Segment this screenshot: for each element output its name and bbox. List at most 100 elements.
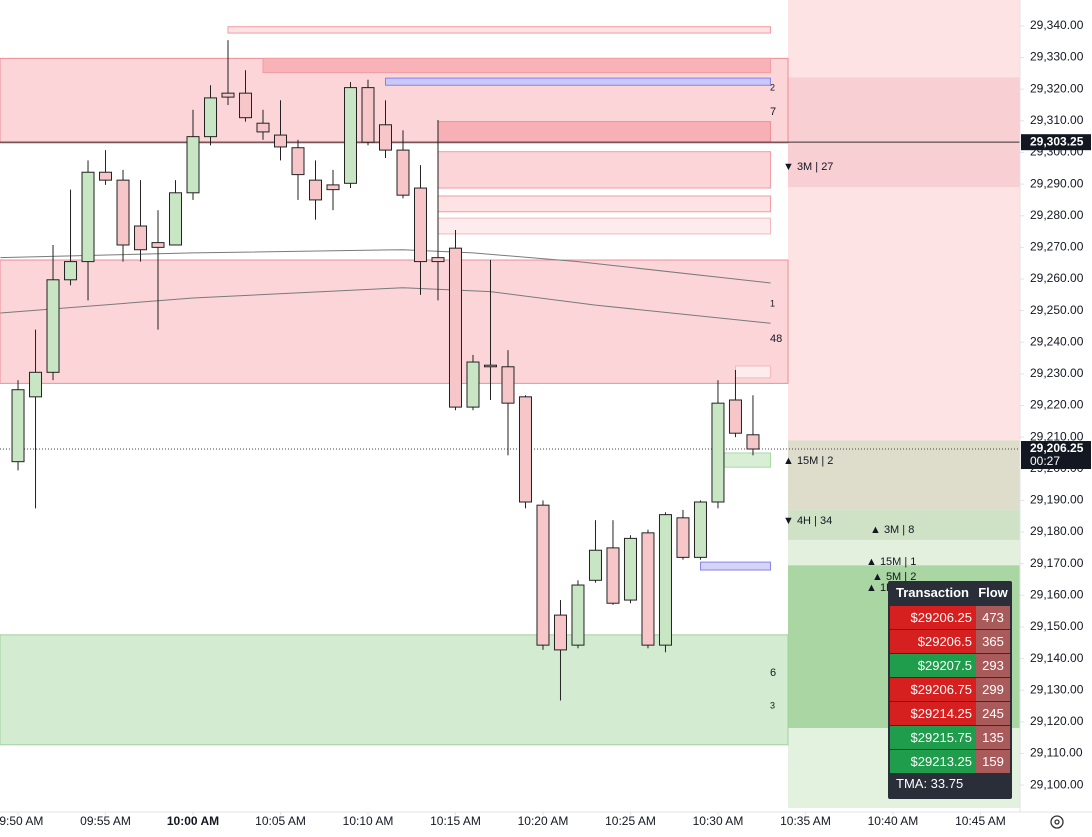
candle-body bbox=[571, 584, 585, 646]
countdown-label: 00:27 bbox=[1030, 454, 1060, 468]
candle-body bbox=[239, 92, 253, 119]
table-row: $29206.25 473 bbox=[888, 605, 1012, 629]
price-cell: $29206.5 bbox=[890, 629, 976, 653]
annotation: 1 bbox=[770, 298, 775, 308]
price-cell: $29206.75 bbox=[890, 677, 976, 701]
candle-body bbox=[413, 187, 427, 263]
zone-box bbox=[227, 26, 771, 34]
x-tick-label: 10:35 AM bbox=[780, 814, 831, 828]
candle-body bbox=[81, 171, 95, 263]
table-row: $29206.5 365 bbox=[888, 629, 1012, 653]
y-tick-label: 29,330.00 bbox=[1030, 50, 1084, 64]
candle-body bbox=[658, 514, 672, 646]
zone-box bbox=[717, 452, 771, 468]
y-tick-label: 29,230.00 bbox=[1030, 366, 1084, 380]
y-tick-label: 29,210.00 bbox=[1030, 429, 1084, 443]
candle-body bbox=[274, 134, 288, 148]
y-tick-label: 29,340.00 bbox=[1030, 18, 1084, 32]
candle-body bbox=[588, 549, 602, 581]
candle-body bbox=[361, 87, 375, 143]
x-tick-label: 10:25 AM bbox=[605, 814, 656, 828]
annotation: ▲ 15M | 2 bbox=[783, 455, 833, 467]
price-line-label: 29,303.25 bbox=[1030, 134, 1084, 148]
tma-label: TMA: 33.75 bbox=[896, 776, 964, 791]
x-tick-label: 10:20 AM bbox=[518, 814, 569, 828]
x-tick-label: 10:00 AM bbox=[167, 814, 219, 828]
candle-body bbox=[46, 279, 60, 373]
y-tick-label: 29,160.00 bbox=[1030, 587, 1084, 601]
profile-zone bbox=[788, 187, 1020, 441]
annotation: ▲ 1H bbox=[866, 582, 894, 594]
flow-cell: 245 bbox=[976, 701, 1010, 725]
candle-body bbox=[448, 247, 462, 408]
x-tick-label: 10:45 AM bbox=[955, 814, 1006, 828]
x-tick-label: 09:50 AM bbox=[0, 814, 43, 828]
zone-box bbox=[384, 77, 771, 86]
y-tick-label: 29,270.00 bbox=[1030, 240, 1084, 254]
table-body: $29206.25 473 $29206.5 365 $29207.5 293 $29206… bbox=[888, 605, 1012, 773]
price-line-badge bbox=[1021, 134, 1091, 151]
zone-box bbox=[437, 121, 771, 144]
flow-cell: 365 bbox=[976, 629, 1010, 653]
candle-body bbox=[431, 257, 445, 263]
zone-box bbox=[699, 561, 771, 571]
y-tick-label: 29,140.00 bbox=[1030, 651, 1084, 665]
zone-band bbox=[0, 259, 789, 384]
header-cell: Flow bbox=[978, 585, 1008, 600]
candle-body bbox=[64, 261, 78, 281]
price-cell: $29215.75 bbox=[890, 725, 976, 749]
candle-body bbox=[221, 92, 235, 98]
annotation: ▼ 4H | 34 bbox=[783, 515, 832, 527]
table-row: $29215.75 135 bbox=[888, 725, 1012, 749]
candle-body bbox=[693, 501, 707, 558]
settings-icon[interactable] bbox=[1050, 815, 1064, 829]
candle-body bbox=[378, 124, 392, 151]
annotation: ▲ 5M | 2 bbox=[872, 571, 916, 583]
y-tick-label: 29,290.00 bbox=[1030, 176, 1084, 190]
table-row: $29206.75 299 bbox=[888, 677, 1012, 701]
current-price-label: 29,206.25 bbox=[1030, 441, 1084, 455]
flow-cell: 159 bbox=[976, 749, 1010, 773]
y-tick-label: 29,310.00 bbox=[1030, 113, 1084, 127]
transaction-flow-table: Transaction Flow $29206.25 473 $29206.5 365… bbox=[888, 581, 1012, 799]
table-row: $29207.5 293 bbox=[888, 653, 1012, 677]
profile-zone bbox=[788, 539, 1020, 566]
candle-body bbox=[11, 389, 25, 463]
y-tick-label: 29,250.00 bbox=[1030, 303, 1084, 317]
zone-band bbox=[0, 634, 789, 746]
zone-box bbox=[734, 365, 771, 379]
x-tick-label: 10:10 AM bbox=[343, 814, 394, 828]
candle-body bbox=[29, 371, 43, 398]
y-tick-label: 29,260.00 bbox=[1030, 271, 1084, 285]
x-tick-label: 10:40 AM bbox=[868, 814, 919, 828]
candle-body bbox=[151, 242, 165, 248]
candle-body bbox=[326, 184, 340, 191]
candle-body bbox=[536, 504, 550, 646]
y-tick-label: 29,190.00 bbox=[1030, 493, 1084, 507]
candle-body bbox=[343, 87, 357, 184]
price-cell: $29206.25 bbox=[890, 605, 976, 629]
flow-cell: 135 bbox=[976, 725, 1010, 749]
x-tick-label: 09:55 AM bbox=[80, 814, 131, 828]
settings-hub bbox=[1054, 819, 1060, 825]
annotation: 3 bbox=[770, 700, 775, 710]
price-cell: $29213.25 bbox=[890, 749, 976, 773]
annotation: ▼ 3M | 27 bbox=[783, 161, 833, 173]
flow-cell: 293 bbox=[976, 653, 1010, 677]
candle-body bbox=[186, 136, 200, 194]
y-tick-label: 29,130.00 bbox=[1030, 682, 1084, 696]
candle-body bbox=[134, 225, 148, 251]
candle-body bbox=[116, 179, 130, 246]
y-tick-label: 29,110.00 bbox=[1030, 746, 1083, 760]
annotation: ▲ 15M | 1 bbox=[866, 556, 916, 568]
y-tick-label: 29,280.00 bbox=[1030, 208, 1084, 222]
y-tick-label: 29,150.00 bbox=[1030, 619, 1084, 633]
candle-body bbox=[606, 547, 620, 604]
candle-body bbox=[518, 396, 532, 503]
table-row: $29214.25 245 bbox=[888, 701, 1012, 725]
y-tick-label: 29,170.00 bbox=[1030, 556, 1084, 570]
profile-zone bbox=[788, 509, 1020, 540]
zone-box bbox=[437, 151, 771, 189]
candle-body bbox=[728, 399, 742, 434]
